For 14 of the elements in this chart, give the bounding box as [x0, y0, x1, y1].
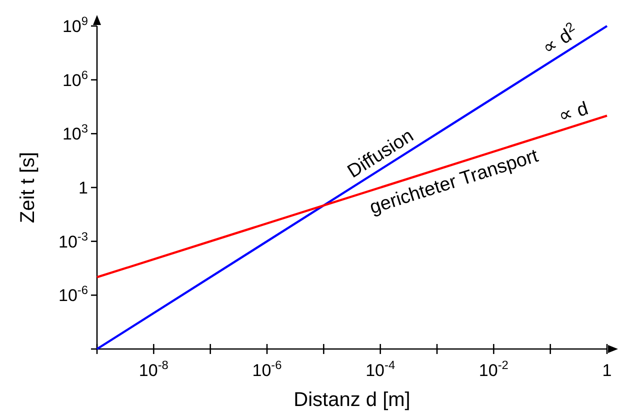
y-tick-label: 10$^{-6}$: [58, 283, 88, 306]
y-tick-label: 10$^{3}$: [62, 122, 88, 144]
y-tick-label: 10$^{9}$: [62, 14, 88, 36]
y-tick-label: 1: [78, 178, 88, 198]
x-tick-label: 1: [602, 361, 612, 380]
x-axis-title: Distanz d [m]: [294, 389, 410, 411]
annotation: ∝ d: [556, 98, 591, 128]
x-tick-label: 10$^{-6}$: [252, 358, 282, 380]
x-tick-label: 10$^{-8}$: [138, 358, 169, 380]
y-axis-title: Zeit t [s]: [17, 152, 39, 224]
x-tick-label: 10$^{-4}$: [366, 358, 396, 380]
x-tick-label: 10$^{-2}$: [478, 358, 509, 380]
y-tick-label: 10$^{-3}$: [58, 229, 88, 252]
y-tick-label: 10$^{6}$: [62, 68, 88, 90]
